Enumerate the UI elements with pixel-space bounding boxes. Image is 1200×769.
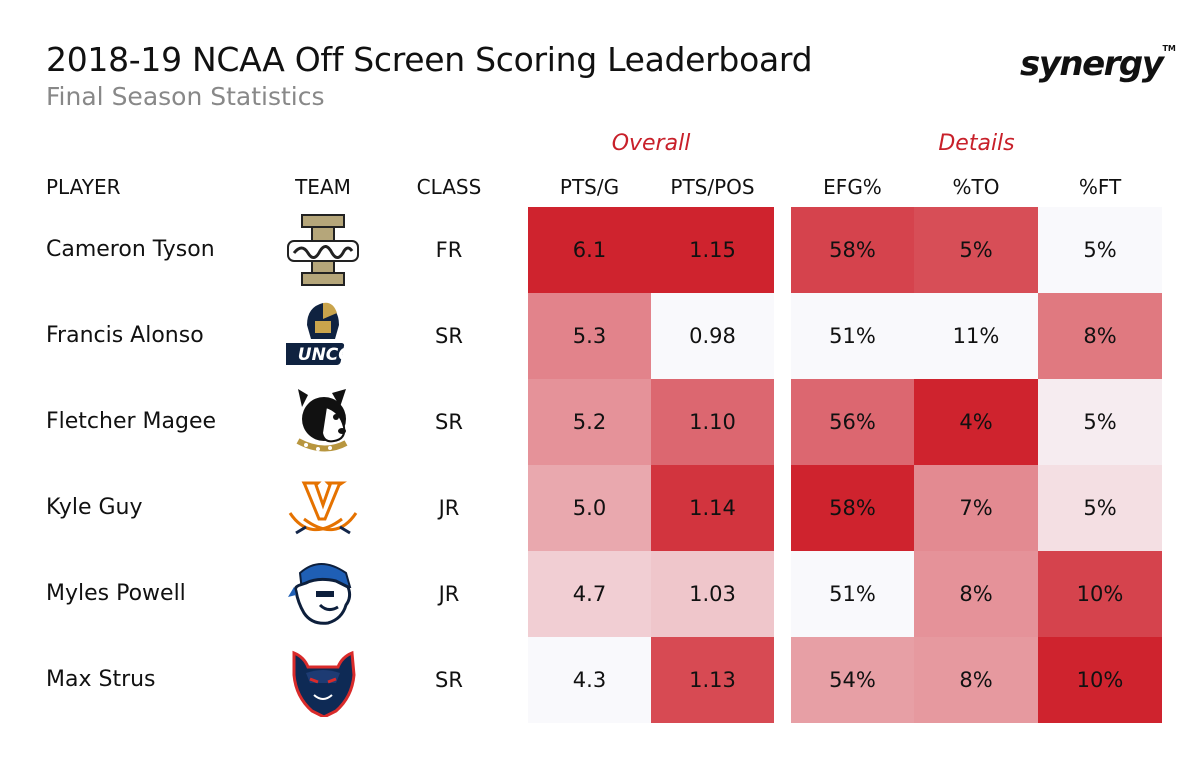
stat-cell: 8% [1038,293,1162,379]
stat-cell: 8% [914,637,1038,723]
class-value: JR [438,582,460,606]
stat-cell: 1.13 [651,637,774,723]
uncg-spartans-logo: UNCG [283,293,363,379]
stat-cell: 4.7 [528,551,651,637]
stat-cell: 1.03 [651,551,774,637]
svg-text:UNCG: UNCG [298,345,353,365]
stat-cell: 58% [791,207,914,293]
column-header-pts-pos: PTS/POS [670,175,755,199]
column-header-efg: EFG% [823,175,882,199]
stat-cell: 5% [1038,465,1162,551]
player-name: Francis Alonso [46,323,204,348]
group-label-overall: Overall [611,131,691,156]
class-value: SR [435,410,463,434]
column-header-pts-g: PTS/G [559,175,620,199]
class-value: SR [435,324,463,348]
player-name: Cameron Tyson [46,237,215,262]
stat-cell: 51% [791,551,914,637]
column-header-to: %TO [952,175,1000,199]
stat-cell: 4% [914,379,1038,465]
stat-cell: 5% [1038,379,1162,465]
stat-cell: 4.3 [528,637,651,723]
column-header-ft: %FT [1078,175,1122,199]
page-title: 2018-19 NCAA Off Screen Scoring Leaderbo… [46,40,813,79]
stat-cell: 11% [914,293,1038,379]
stat-cell: 10% [1038,551,1162,637]
stat-cell: 10% [1038,637,1162,723]
stat-cell: 51% [791,293,914,379]
stat-cell: 1.15 [651,207,774,293]
player-name: Myles Powell [46,581,186,606]
brand-trademark: TM [1162,44,1176,53]
virginia-cavaliers-logo [283,465,363,551]
class-value: JR [438,496,460,520]
column-header-class: CLASS [416,175,482,199]
group-label-details: Details [938,131,1015,156]
stat-cell: 54% [791,637,914,723]
column-header-player: PLAYER [46,175,121,199]
stat-cell: 1.14 [651,465,774,551]
stat-cell: 5.3 [528,293,651,379]
stat-cell: 5% [1038,207,1162,293]
seton-hall-pirates-logo [283,551,363,637]
class-value: FR [435,238,463,262]
idaho-vandals-logo [283,207,363,293]
wofford-terriers-logo [283,379,363,465]
synergy-logo: synergyTM [1020,44,1176,84]
stat-cell: 7% [914,465,1038,551]
column-header-team: TEAM [295,175,351,199]
player-name: Kyle Guy [46,495,143,520]
stat-cell: 56% [791,379,914,465]
stat-cell: 58% [791,465,914,551]
stat-cell: 8% [914,551,1038,637]
stat-cell: 5.0 [528,465,651,551]
stat-cell: 0.98 [651,293,774,379]
class-value: SR [435,668,463,692]
player-name: Fletcher Magee [46,409,217,434]
brand-wordmark: synergy [1020,44,1164,84]
depaul-blue-demons-logo [283,637,363,723]
stat-cell: 5.2 [528,379,651,465]
stat-cell: 6.1 [528,207,651,293]
player-name: Max Strus [46,667,156,692]
page-subtitle: Final Season Statistics [46,82,325,111]
stat-cell: 1.10 [651,379,774,465]
stat-cell: 5% [914,207,1038,293]
